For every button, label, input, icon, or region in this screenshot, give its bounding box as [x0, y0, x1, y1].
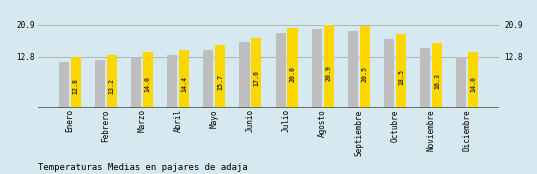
- Bar: [251, 38, 262, 108]
- Bar: [287, 28, 297, 108]
- Bar: [384, 39, 394, 108]
- Bar: [311, 29, 322, 108]
- Text: 20.9: 20.9: [326, 65, 332, 81]
- Bar: [396, 34, 406, 108]
- Text: Temperaturas Medias en pajares de adaja: Temperaturas Medias en pajares de adaja: [38, 163, 247, 172]
- Bar: [348, 31, 358, 108]
- Text: 14.0: 14.0: [145, 76, 151, 92]
- Bar: [456, 57, 467, 108]
- Bar: [179, 50, 189, 108]
- Bar: [95, 60, 105, 108]
- Bar: [203, 50, 213, 108]
- Text: 17.6: 17.6: [253, 70, 259, 86]
- Text: 12.8: 12.8: [72, 78, 78, 94]
- Bar: [143, 52, 153, 108]
- Bar: [167, 55, 177, 108]
- Bar: [275, 33, 286, 108]
- Bar: [240, 42, 250, 108]
- Text: 20.0: 20.0: [289, 66, 295, 82]
- Bar: [420, 48, 430, 108]
- Bar: [360, 26, 370, 108]
- Text: 14.0: 14.0: [470, 76, 476, 92]
- Text: 13.2: 13.2: [108, 78, 115, 94]
- Bar: [215, 45, 226, 108]
- Bar: [324, 25, 334, 108]
- Text: 15.7: 15.7: [217, 74, 223, 90]
- Bar: [131, 57, 141, 108]
- Bar: [59, 62, 69, 108]
- Bar: [432, 43, 442, 108]
- Text: 20.5: 20.5: [362, 66, 368, 82]
- Bar: [107, 55, 117, 108]
- Bar: [70, 57, 81, 108]
- Text: 14.4: 14.4: [181, 76, 187, 92]
- Bar: [468, 52, 478, 108]
- Text: 18.5: 18.5: [398, 69, 404, 85]
- Text: 16.3: 16.3: [434, 73, 440, 89]
